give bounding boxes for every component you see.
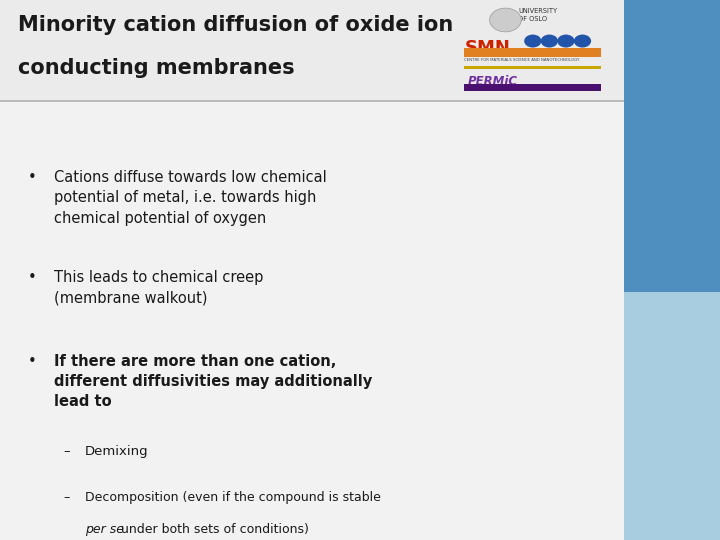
Text: Cations diffuse towards low chemical
potential of metal, i.e. towards high
chemi: Cations diffuse towards low chemical pot… — [54, 170, 327, 226]
Text: conducting membranes: conducting membranes — [18, 58, 294, 78]
Text: •: • — [27, 270, 36, 285]
Bar — [624, 292, 720, 540]
Text: Decomposition (even if the compound is stable: Decomposition (even if the compound is s… — [85, 491, 381, 504]
Bar — [0, 0, 624, 100]
Circle shape — [574, 35, 591, 48]
Text: •: • — [27, 354, 36, 369]
Bar — [464, 84, 601, 91]
Circle shape — [490, 8, 521, 32]
Bar — [624, 0, 720, 292]
Text: •: • — [27, 170, 36, 185]
Text: This leads to chemical creep
(membrane walkout): This leads to chemical creep (membrane w… — [54, 270, 264, 306]
Text: –: – — [63, 446, 70, 458]
Text: SMN: SMN — [464, 39, 510, 57]
Text: If there are more than one cation,
different diffusivities may additionally
lead: If there are more than one cation, diffe… — [54, 354, 372, 409]
Text: under both sets of conditions): under both sets of conditions) — [117, 523, 309, 536]
Text: PERMiC: PERMiC — [468, 75, 518, 87]
Circle shape — [541, 35, 558, 48]
Text: CENTRE FOR MATERIALS SCIENCE AND NANOTECHNOLOGY: CENTRE FOR MATERIALS SCIENCE AND NANOTEC… — [464, 58, 580, 62]
Circle shape — [557, 35, 575, 48]
Text: per se: per se — [85, 523, 124, 536]
Circle shape — [524, 35, 541, 48]
Text: Minority cation diffusion of oxide ion: Minority cation diffusion of oxide ion — [18, 15, 454, 35]
Bar — [464, 48, 601, 57]
Text: Demixing: Demixing — [85, 446, 148, 458]
Bar — [464, 66, 601, 69]
Text: UNIVERSITY
OF OSLO: UNIVERSITY OF OSLO — [518, 8, 557, 22]
Text: –: – — [63, 491, 70, 504]
Bar — [0, 100, 624, 102]
